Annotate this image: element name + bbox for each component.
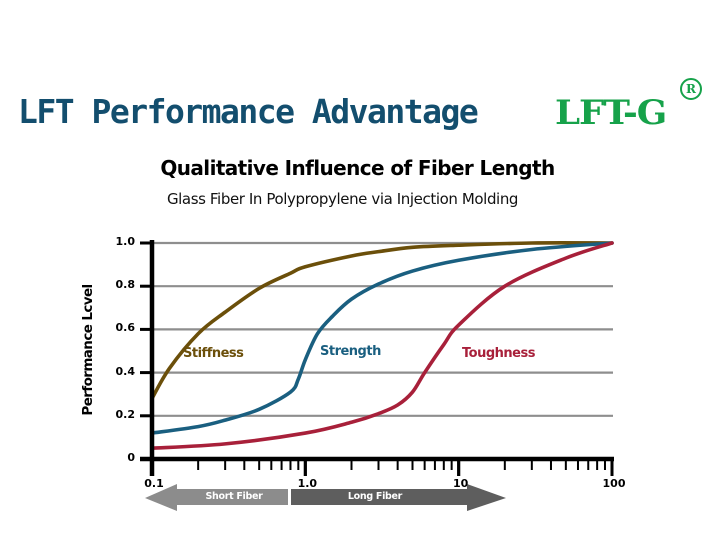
short-fiber-label: Short Fiber <box>205 491 263 502</box>
y-axis-label: Performance Lcvel <box>80 284 96 416</box>
long-fiber-arrow <box>291 484 506 511</box>
y-tick-label: 0 <box>127 451 135 464</box>
curve-stiffness <box>150 241 614 401</box>
y-tick-label: 1.0 <box>115 235 136 248</box>
y-tick-label: 0.6 <box>115 321 136 335</box>
chart-subtitle: Glass Fiber In Polypropylene via Injecti… <box>166 190 519 208</box>
curve-strength <box>150 241 614 435</box>
axes <box>140 240 614 476</box>
series-label-strength: Strength <box>320 344 381 359</box>
y-tick-label: 0.8 <box>115 278 136 292</box>
x-tick-label: 10 <box>453 477 469 490</box>
x-tick-label: 100 <box>602 477 626 490</box>
x-tick-label: 0.1 <box>144 477 164 490</box>
series-curves <box>150 241 614 450</box>
chart-title: Qualitative Influence of Fiber Length <box>160 156 555 180</box>
x-tick-label: 1.0 <box>297 477 318 490</box>
series-label-stiffness: Stiffness <box>183 346 244 361</box>
gridlines <box>152 241 613 417</box>
short-fiber-arrow <box>145 484 288 511</box>
long-fiber-label: Long Fiber <box>347 491 403 502</box>
registered-mark-icon: R <box>680 78 702 100</box>
y-tick-label: 0.4 <box>115 364 136 378</box>
curve-toughness <box>150 241 614 450</box>
y-tick-label: 0.2 <box>115 407 136 421</box>
fiber-length-arrow <box>145 484 506 511</box>
brand-logo: LFT-G <box>555 93 667 133</box>
page-title: LFT Performance Advantage <box>18 92 479 131</box>
series-label-toughness: Toughness <box>462 346 535 361</box>
